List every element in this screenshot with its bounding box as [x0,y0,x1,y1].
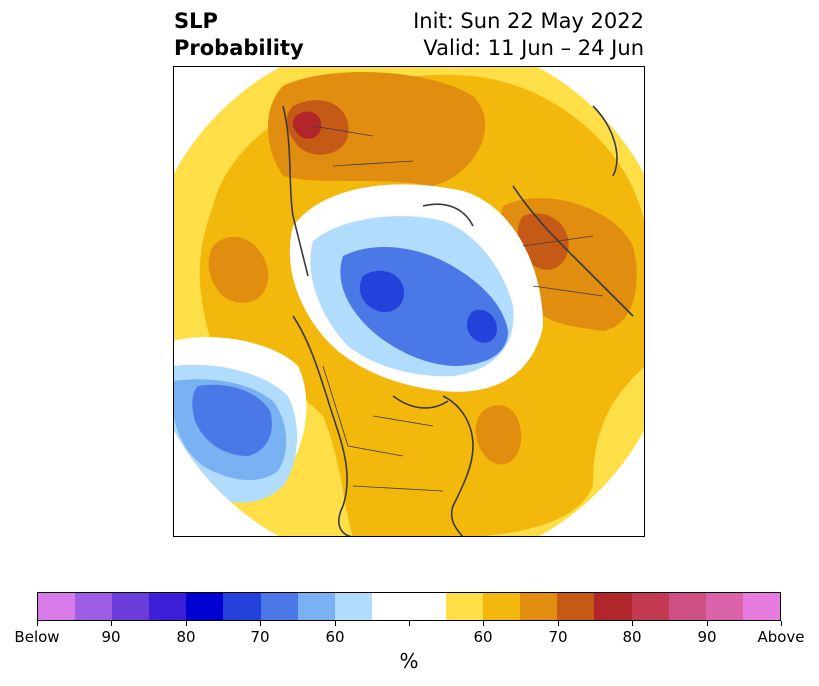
colorbar-tick-label: 60 [473,628,493,646]
colorbar-tick [409,621,410,626]
colorbar-tick [483,621,484,626]
colorbar-tick [37,621,38,626]
colorbar-tick [260,621,261,626]
colorbar-segment-0 [38,593,76,620]
shade-above-90-europe [292,111,322,139]
north-america-east-coast [442,395,474,537]
colorbar-tick-label: 90 [101,628,121,646]
europe-coast [282,105,309,277]
colorbar-segment-7 [297,593,335,620]
arctic-coast [422,203,474,227]
map-canvas [173,66,645,537]
colorbar-segment-1 [75,593,113,620]
colorbar-tick-label: 70 [548,628,568,646]
colorbar-tick [335,621,336,626]
shade-above-70-atlantic [475,405,522,465]
colorbar-tick-label: Below [14,628,60,646]
colorbar-segment-3 [149,593,187,620]
colorbar-tick [781,621,782,626]
north-america-west-coast [292,315,354,537]
colorbar-unit: % [399,649,419,673]
colorbar-tick [558,621,559,626]
shade-below-80-core-east [467,309,498,343]
colorbar-segment-15 [594,593,632,620]
borders [312,125,604,492]
colorbar-segment-8 [334,593,372,620]
colorbar-segment-6 [260,593,298,620]
colorbar-segment-2 [112,593,150,620]
colorbar-segment-9 [371,593,409,620]
shade-below-70-pacific [192,384,272,456]
map-panel [173,66,645,537]
title-variable: SLP [174,9,218,33]
colorbar-tick [707,621,708,626]
colorbar-segment-5 [223,593,261,620]
colorbar-segment-12 [483,593,521,620]
colorbar-segment-10 [408,593,447,620]
colorbar-tick-label: Above [757,628,805,646]
colorbar-segment-14 [557,593,595,620]
hudson-bay [392,395,449,409]
colorbar-segment-18 [705,593,743,620]
colorbar-tick-label: 60 [325,628,345,646]
shade-above-80-pacific [517,213,569,270]
map-border [173,66,645,537]
political-borders [312,125,604,492]
colorbar-tick-label: 80 [176,628,196,646]
colorbar-tick-label: 80 [622,628,642,646]
colorbar-tick-label: 90 [697,628,717,646]
colorbar-tick [632,621,633,626]
map-title: SLP Probability [174,8,304,62]
colorbar-segment-19 [742,593,780,620]
colorbar-tick-label: 70 [250,628,270,646]
colorbar-segment-16 [631,593,669,620]
asia-east-coast [512,185,634,317]
colorbar [37,592,781,621]
valid-dates: Valid: 11 Jun – 24 Jun [423,36,644,60]
india-coast [592,105,618,177]
init-date: Init: Sun 22 May 2022 [413,9,644,33]
colorbar-segment-17 [668,593,706,620]
colorbar-tick [186,621,187,626]
shade-above-70-siberia [208,236,269,303]
coastlines [282,105,634,537]
probability-shading [173,66,645,537]
map-dates: Init: Sun 22 May 2022 Valid: 11 Jun – 24… [413,8,644,62]
shade-below-80-core-west [359,270,404,313]
colorbar-segment-4 [186,593,224,620]
colorbar-segment-11 [446,593,484,620]
title-type: Probability [174,36,304,60]
colorbar-tick [111,621,112,626]
colorbar-segment-13 [520,593,558,620]
